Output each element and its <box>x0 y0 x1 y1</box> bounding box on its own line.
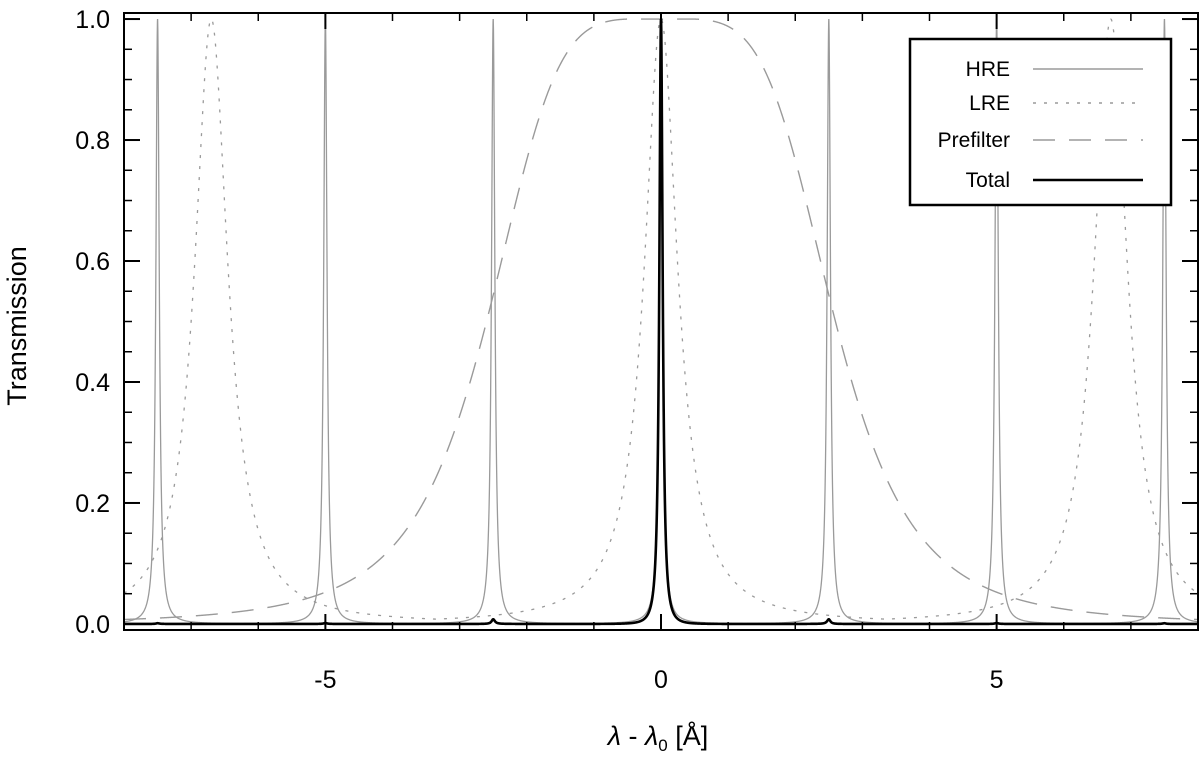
y-tick-label: 0.2 <box>75 490 110 518</box>
x-axis-title: λ - λ0 [Å] <box>606 720 709 755</box>
y-tick-label: 0.4 <box>75 369 110 397</box>
x-axis-title-subscript: 0 <box>658 736 667 755</box>
y-tick-label: 1.0 <box>75 6 110 34</box>
x-axis-title-lambda: λ <box>606 721 621 751</box>
legend-label: Prefilter <box>938 129 1010 152</box>
y-axis-title: Transmission <box>2 246 32 406</box>
legend: HRE LRE Prefilter Total <box>908 37 1173 207</box>
legend-label: Total <box>966 169 1010 192</box>
x-tick-label: 5 <box>990 666 1004 694</box>
x-tick-label: -5 <box>314 666 336 694</box>
y-tick-label: 0.0 <box>75 611 110 639</box>
legend-label: HRE <box>966 58 1010 81</box>
x-tick-label: 0 <box>654 666 668 694</box>
x-axis-title-lambda0: λ <box>643 721 658 751</box>
y-tick-label: 0.6 <box>75 248 110 276</box>
x-axis-title-unit: [Å] <box>668 720 709 751</box>
x-axis-title-sep: - <box>621 721 645 751</box>
y-tick-label: 0.8 <box>75 127 110 155</box>
tick-labels: -5 0 5 0.0 0.2 0.4 0.6 0.8 1.0 <box>75 6 1003 694</box>
plot-axes <box>123 12 1199 631</box>
legend-label: LRE <box>969 92 1010 115</box>
legend-box <box>908 37 1173 207</box>
